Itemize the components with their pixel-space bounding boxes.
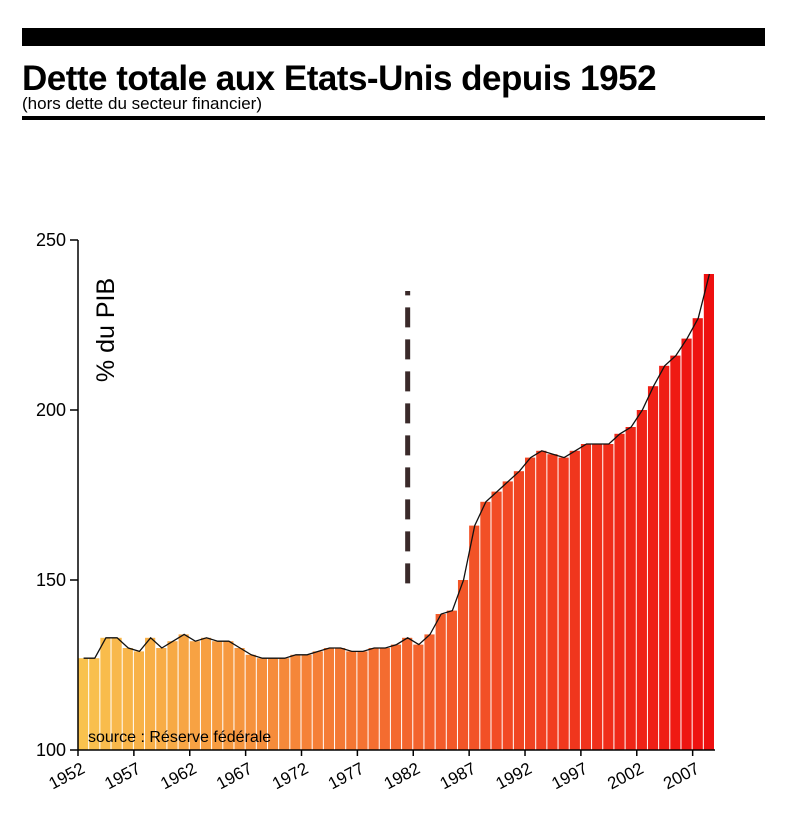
- x-tick-label: 1972: [269, 759, 311, 794]
- bar: [145, 637, 156, 750]
- bar: [435, 614, 446, 750]
- bar: [256, 658, 267, 750]
- x-tick-label: 1997: [548, 759, 590, 794]
- bar: [580, 444, 592, 750]
- x-tick-label: 2002: [604, 759, 646, 794]
- bar: [692, 318, 703, 750]
- bar: [513, 471, 525, 750]
- bar: [424, 634, 435, 750]
- bar: [279, 658, 290, 750]
- x-tick-label: 1967: [213, 759, 255, 794]
- x-tick-label: 1962: [157, 759, 199, 794]
- bar: [212, 641, 223, 750]
- bar: [525, 457, 536, 750]
- bar: [368, 648, 379, 750]
- y-axis-label: % du PIB: [92, 278, 120, 382]
- bar: [491, 491, 502, 750]
- bar: [592, 444, 603, 750]
- bar: [245, 654, 256, 750]
- bar: [569, 450, 580, 750]
- bar: [301, 654, 312, 750]
- bar: [457, 580, 469, 750]
- bar: [346, 651, 357, 750]
- title-bar: [22, 28, 765, 46]
- x-tick-label: 1977: [325, 759, 367, 794]
- bar: [558, 457, 569, 750]
- bar: [290, 654, 301, 750]
- bar: [234, 648, 245, 750]
- bar: [122, 648, 133, 750]
- bar: [536, 450, 547, 750]
- bar: [200, 637, 212, 750]
- chart-subtitle: (hors dette du secteur financier): [22, 94, 262, 113]
- x-tick-label: 2007: [660, 759, 702, 794]
- bar: [189, 641, 200, 750]
- bar: [603, 444, 614, 750]
- bar: [390, 644, 402, 750]
- bar: [379, 648, 390, 750]
- bar: [659, 365, 670, 750]
- bar: [614, 433, 625, 750]
- y-tick-label: 250: [36, 230, 66, 250]
- x-tick-label: 1957: [101, 759, 143, 794]
- bar: [670, 355, 681, 750]
- x-tick-label: 1982: [381, 759, 423, 794]
- bar: [625, 427, 636, 750]
- chart-title: Dette totale aux Etats-Unis depuis 1952: [22, 59, 656, 98]
- bar: [78, 658, 89, 750]
- bar: [469, 525, 480, 750]
- bar: [502, 481, 513, 750]
- bar: [89, 658, 100, 750]
- bar: [647, 386, 659, 750]
- bar: [547, 454, 558, 750]
- bar: [111, 637, 122, 750]
- bar: [636, 410, 647, 750]
- plot: 100 150 200 250 1952 1957 1962 1967 1972 1977 1982…: [36, 230, 715, 793]
- bar: [167, 641, 178, 750]
- y-tick-label: 100: [36, 740, 66, 760]
- y-tick-label: 150: [36, 570, 66, 590]
- bar: [357, 651, 368, 750]
- bar: [480, 501, 491, 750]
- x-tick-label: 1987: [437, 759, 479, 794]
- x-tick-label: 1992: [493, 759, 535, 794]
- line: [83, 273, 711, 659]
- title-rule: [22, 116, 765, 120]
- bar: [133, 651, 145, 750]
- bar: [100, 637, 111, 750]
- bar: [223, 641, 234, 750]
- x-tick-label: 1952: [46, 759, 88, 794]
- bar: [312, 651, 323, 750]
- bar: [703, 274, 714, 750]
- bar: [413, 644, 424, 750]
- bar: [156, 648, 167, 750]
- bar: [267, 658, 279, 750]
- bar: [335, 648, 346, 750]
- bar: [178, 634, 189, 750]
- source: source : Réserve fédérale: [88, 729, 271, 746]
- bar: [446, 610, 457, 750]
- bar: [323, 648, 335, 750]
- y-tick-label: 200: [36, 400, 66, 420]
- bar: [681, 338, 692, 750]
- bar: [402, 637, 413, 750]
